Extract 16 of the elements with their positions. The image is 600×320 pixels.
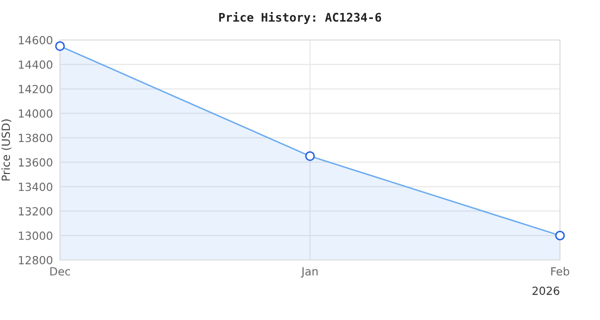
- y-tick-label: 13400: [18, 182, 52, 192]
- y-tick-label: 13200: [18, 207, 52, 216]
- x-tick-label: Jan: [300, 267, 318, 278]
- chart-title: Price History: AC1234-6: [219, 12, 382, 24]
- y-tick-label: 14000: [18, 109, 52, 118]
- y-tick-label: 14200: [18, 84, 52, 94]
- y-axis-title: Price (USD): [1, 119, 12, 180]
- y-tick-label: 13800: [18, 134, 52, 142]
- x-tick-label: Dec: [50, 267, 70, 276]
- y-tick-label: 12800: [18, 256, 52, 264]
- y-tick-label: 14400: [18, 60, 52, 69]
- y-tick-label: 14600: [18, 36, 52, 44]
- y-tick-label: 13000: [18, 232, 52, 240]
- x-tick-label: Feb: [551, 266, 570, 276]
- y-tick-label: 13600: [18, 158, 52, 167]
- text: 2026: [532, 286, 560, 295]
